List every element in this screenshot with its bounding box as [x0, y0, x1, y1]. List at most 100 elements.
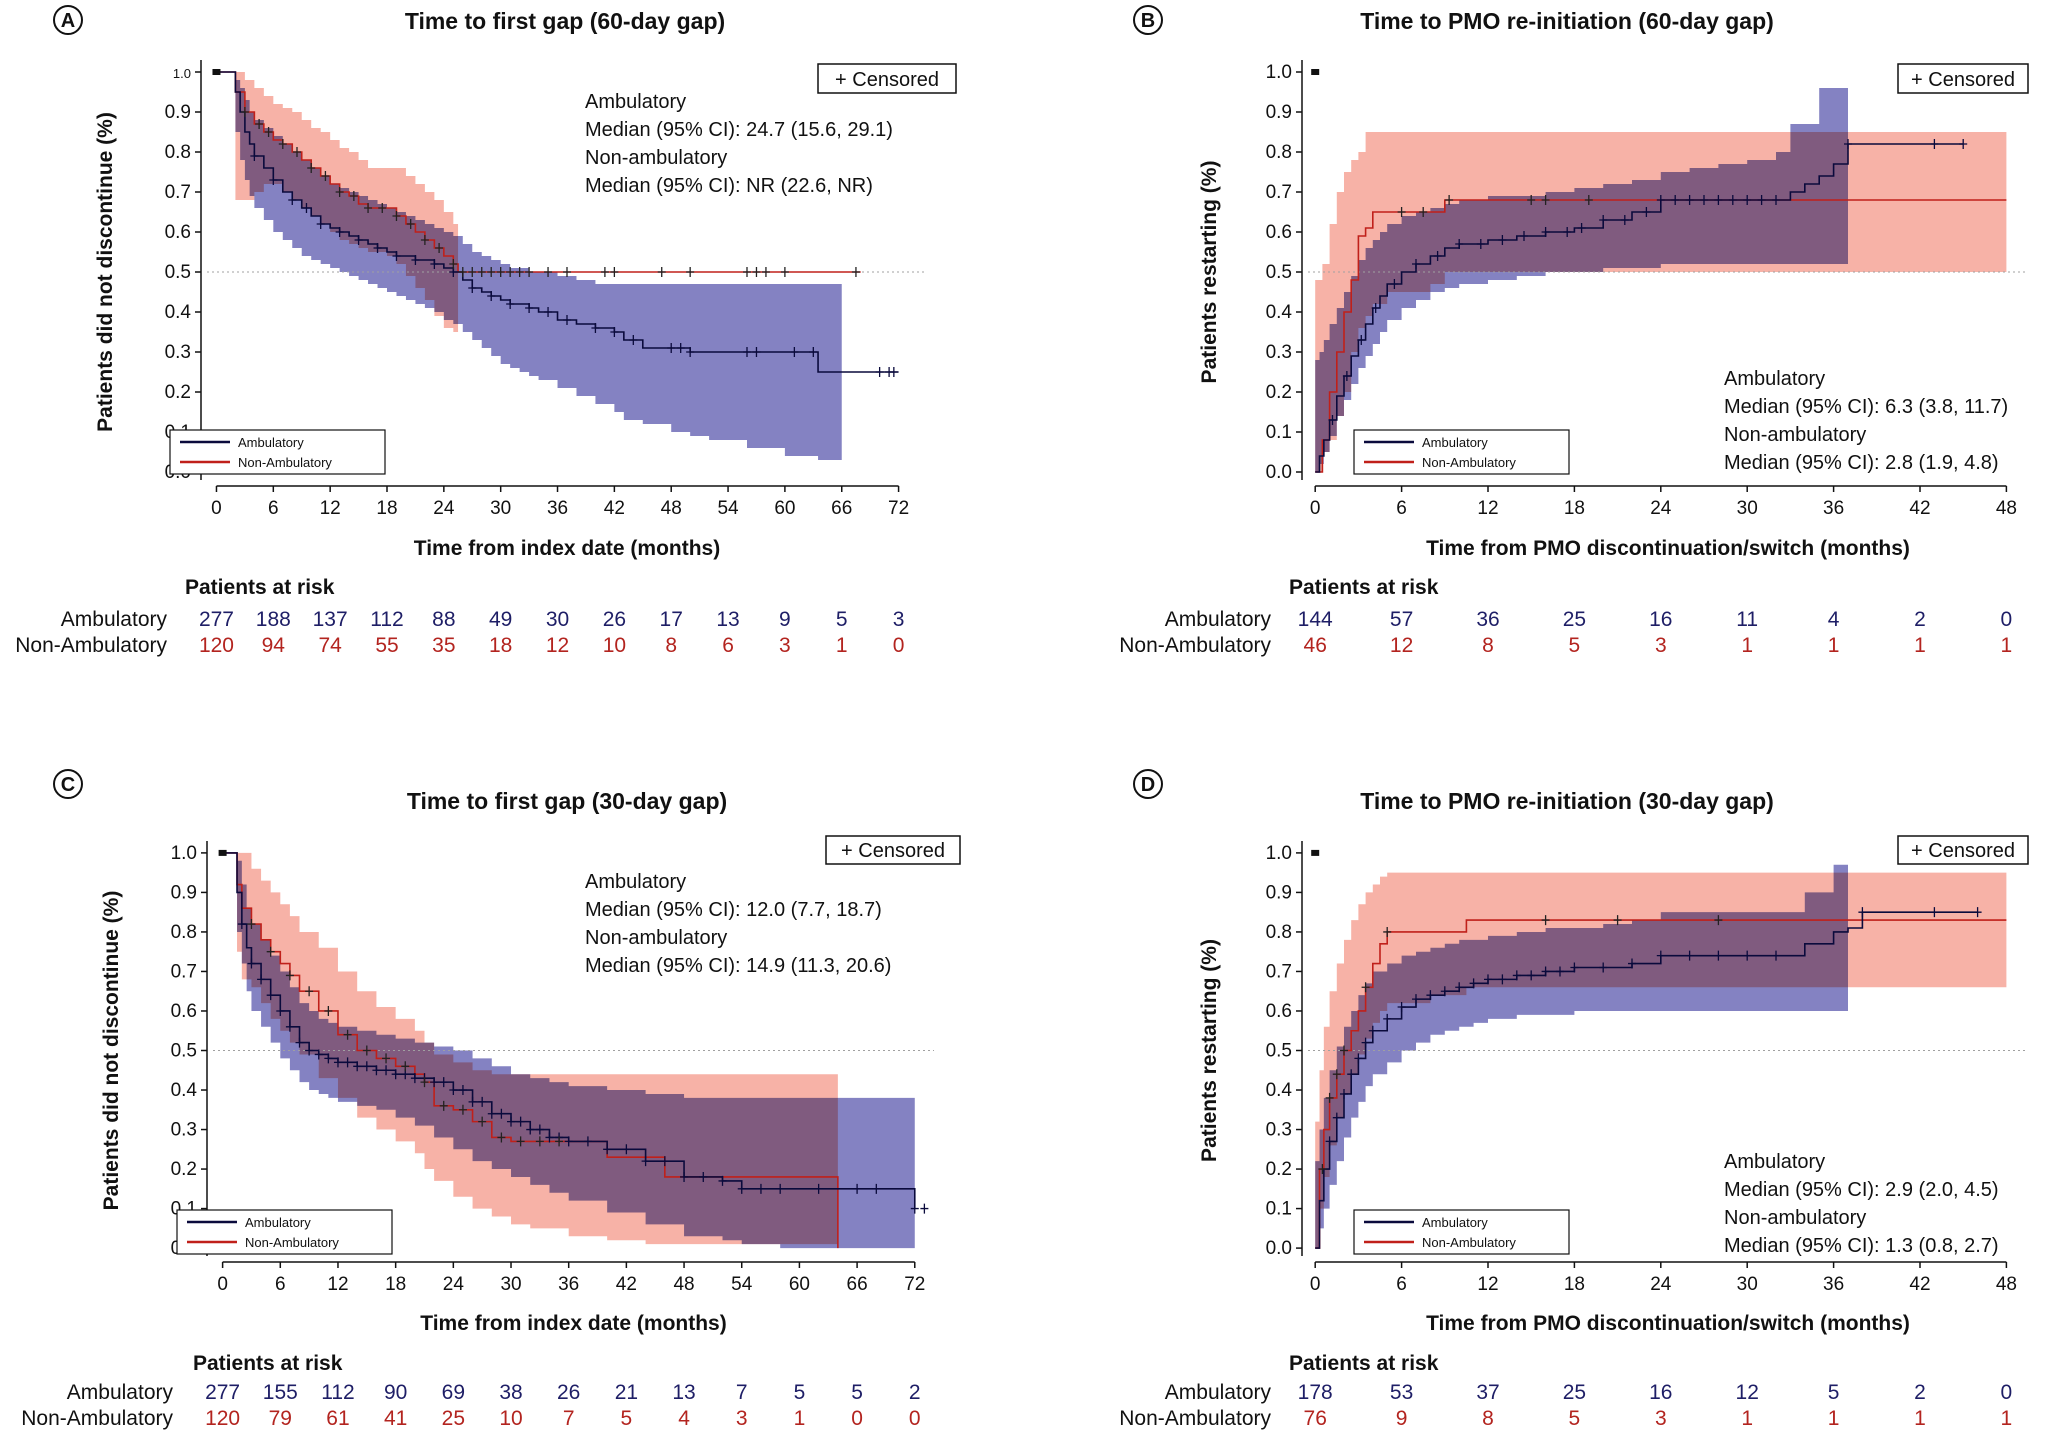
median-ci-text: Median (95% CI): 2.8 (1.9, 4.8)	[1724, 452, 1999, 474]
risk-count: 88	[432, 608, 455, 631]
censor-mark-ambulatory	[1973, 907, 1982, 918]
censor-mark-ambulatory	[525, 303, 534, 313]
censor-mark-non-ambulatory	[406, 219, 415, 229]
censor-mark-ambulatory	[790, 347, 799, 357]
censor-mark-ambulatory	[1599, 962, 1608, 973]
censor-mark-non-ambulatory	[525, 267, 534, 277]
risk-count: 74	[318, 634, 342, 657]
censor-mark-non-ambulatory	[1714, 915, 1723, 926]
median-group-label: Non-ambulatory	[585, 147, 727, 169]
x-tick-label: 0	[1310, 498, 1321, 519]
censored-legend-label: + Censored	[1911, 69, 2015, 91]
censor-mark-ambulatory	[302, 203, 311, 213]
y-tick-label: 0.3	[1266, 342, 1292, 363]
censor-mark-non-ambulatory	[378, 203, 387, 213]
censor-mark-non-ambulatory	[247, 919, 256, 930]
censor-mark-non-ambulatory	[362, 1045, 371, 1056]
censor-mark-non-ambulatory	[307, 163, 316, 173]
y-axis-label: Patients restarting (%)	[1198, 939, 1221, 1162]
censor-mark-non-ambulatory	[392, 211, 401, 221]
censor-mark-ambulatory	[1685, 195, 1694, 205]
y-tick-label: 0.8	[1266, 142, 1292, 163]
censor-mark-ambulatory	[392, 251, 401, 261]
censor-mark-non-ambulatory	[1340, 1045, 1348, 1056]
risk-count: 61	[326, 1407, 349, 1430]
censor-mark-non-ambulatory	[321, 171, 330, 181]
y-axis-label: Patients did not discontinue (%)	[100, 891, 123, 1211]
x-tick-label: 30	[1737, 498, 1758, 519]
risk-count: 90	[384, 1381, 407, 1404]
censor-mark-ambulatory	[1772, 950, 1780, 961]
censor-mark-ambulatory	[1541, 966, 1550, 977]
risk-count: 5	[621, 1407, 633, 1430]
censor-mark-non-ambulatory	[468, 267, 477, 277]
risk-count: 8	[1482, 634, 1494, 657]
x-tick-label: 42	[1909, 498, 1930, 519]
risk-count: 6	[722, 634, 734, 657]
censor-mark-non-ambulatory	[401, 1061, 410, 1072]
censor-mark-ambulatory	[1671, 195, 1680, 205]
x-tick-label: 54	[717, 498, 739, 519]
x-tick-label: 12	[320, 498, 341, 519]
panel-letter: D	[1141, 774, 1155, 796]
risk-count: 1	[1914, 1407, 1926, 1430]
x-tick-label: 0	[1310, 1274, 1321, 1295]
chart-panel-b: B Time to PMO re-initiation (60-day gap) 0…	[1119, 5, 2029, 657]
x-tick-label: 66	[847, 1274, 868, 1295]
risk-count: 7	[563, 1407, 575, 1430]
legend-label-ambulatory: Ambulatory	[1422, 1215, 1488, 1230]
risk-table-title: Patients at risk	[193, 1352, 343, 1375]
censor-mark-ambulatory	[1858, 907, 1867, 918]
y-tick-label: 0.6	[1266, 1001, 1292, 1022]
y-tick-label: 0.3	[165, 342, 191, 363]
censor-mark-non-ambulatory	[439, 1100, 448, 1111]
censor-mark-ambulatory	[1570, 962, 1579, 973]
censor-mark-non-ambulatory	[851, 267, 860, 277]
risk-count: 1	[794, 1407, 806, 1430]
legend-label-ambulatory: Ambulatory	[245, 1215, 311, 1230]
censor-mark-ambulatory	[1628, 958, 1636, 969]
censor-mark-non-ambulatory	[477, 267, 486, 277]
censor-mark-ambulatory	[373, 243, 382, 253]
censor-mark-ambulatory	[1412, 259, 1420, 269]
median-group-label: Non-ambulatory	[1724, 424, 1866, 446]
censor-mark-ambulatory	[1455, 239, 1464, 249]
y-tick-label: 0.1	[1266, 422, 1292, 443]
x-tick-label: 60	[789, 1274, 810, 1295]
censor-mark-ambulatory	[1714, 950, 1723, 961]
median-ci-text: Median (95% CI): 24.7 (15.6, 29.1)	[585, 119, 893, 141]
risk-count: 10	[499, 1407, 522, 1430]
censor-mark-ambulatory	[343, 1057, 352, 1068]
risk-count: 26	[603, 608, 626, 631]
censor-mark-ambulatory	[288, 195, 297, 205]
censor-mark-ambulatory	[1498, 974, 1507, 985]
censor-mark-ambulatory	[487, 1108, 496, 1119]
y-tick-label: 0.6	[1266, 222, 1292, 243]
censor-mark-ambulatory	[506, 299, 515, 309]
y-tick-label: 0.0	[1266, 1238, 1292, 1259]
x-tick-label: 24	[1650, 498, 1672, 519]
censor-mark-ambulatory	[372, 1065, 381, 1076]
censor-mark-non-ambulatory	[264, 127, 273, 137]
risk-count: 7	[736, 1381, 748, 1404]
censored-legend-label: + Censored	[841, 840, 945, 862]
censor-mark-ambulatory	[1347, 1069, 1356, 1080]
censor-mark-ambulatory	[507, 1116, 516, 1127]
y-tick-label: 0.1	[1266, 1199, 1292, 1220]
x-tick-label: 54	[731, 1274, 753, 1295]
risk-row-label-non-ambulatory: Non-Ambulatory	[15, 634, 167, 657]
censor-mark-ambulatory	[1772, 195, 1780, 205]
censor-mark-ambulatory	[257, 974, 266, 985]
x-tick-label: 30	[490, 498, 511, 519]
censor-mark-ambulatory	[564, 1136, 573, 1147]
censor-mark-ambulatory	[526, 1124, 535, 1135]
y-axis-label: Patients restarting (%)	[1198, 161, 1221, 384]
censor-mark-non-ambulatory	[1613, 915, 1622, 926]
risk-count: 0	[851, 1407, 863, 1430]
risk-count: 94	[262, 634, 286, 657]
x-tick-label: 36	[1823, 498, 1844, 519]
x-tick-label: 24	[433, 498, 455, 519]
censor-mark-ambulatory	[875, 367, 884, 377]
censor-mark-non-ambulatory	[515, 267, 524, 277]
x-tick-label: 0	[211, 498, 222, 519]
